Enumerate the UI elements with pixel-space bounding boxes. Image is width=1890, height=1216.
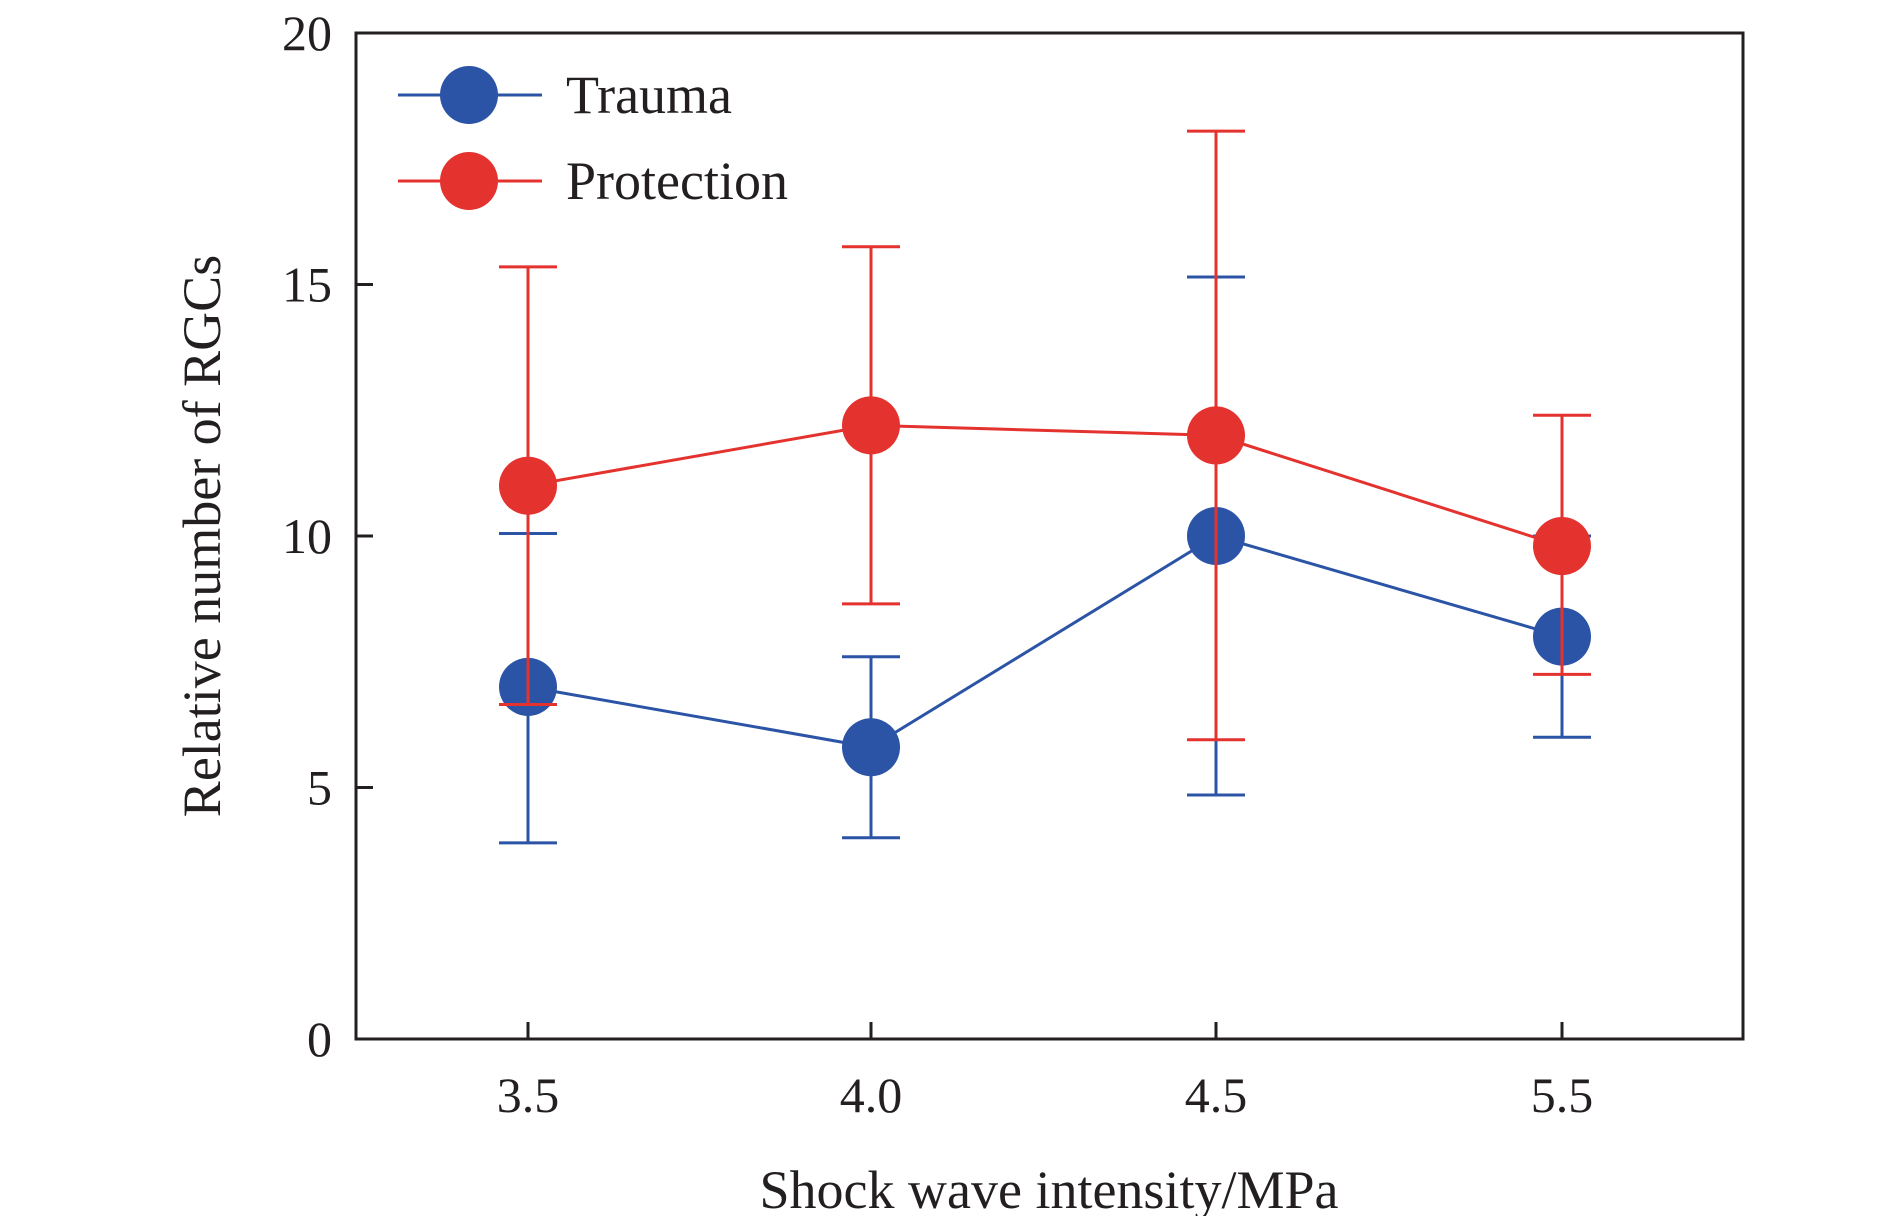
- legend-label-trauma: Trauma: [566, 65, 732, 125]
- data-point-trauma-1: [842, 718, 900, 777]
- series-trauma: [499, 275, 1591, 845]
- x-tick-label-0: 3.5: [497, 1067, 560, 1123]
- data-point-protection-3: [1533, 517, 1591, 576]
- data-point-protection-0: [499, 456, 557, 515]
- legend-item-protection: Protection: [398, 151, 788, 211]
- legend-label-protection: Protection: [566, 151, 788, 211]
- legend-marker-trauma: [440, 66, 498, 124]
- series-line-trauma: [527, 534, 1563, 749]
- x-axis: 3.5 4.0 4.5 5.5: [497, 1022, 1594, 1123]
- y-axis-title: Relative number of RGCs: [172, 255, 232, 817]
- series-line-protection: [527, 423, 1563, 548]
- x-tick-label-3: 5.5: [1531, 1067, 1594, 1123]
- series-layer: [499, 129, 1591, 845]
- legend: Trauma Protection: [398, 65, 788, 211]
- x-tick-label-2: 4.5: [1185, 1067, 1248, 1123]
- legend-item-trauma: Trauma: [398, 65, 732, 125]
- y-tick-label-2: 10: [282, 508, 332, 564]
- y-tick-label-1: 5: [307, 760, 332, 816]
- y-tick-label-0: 0: [307, 1011, 332, 1067]
- data-point-protection-1: [842, 396, 900, 455]
- x-axis-title: Shock wave intensity/MPa: [760, 1160, 1339, 1216]
- data-point-protection-2: [1187, 406, 1245, 465]
- legend-marker-protection: [440, 152, 498, 210]
- x-tick-label-1: 4.0: [840, 1067, 903, 1123]
- y-tick-label-4: 20: [282, 5, 332, 61]
- y-tick-label-3: 15: [282, 257, 332, 313]
- series-protection: [499, 129, 1591, 742]
- y-axis: 0 5 10 15 20: [282, 5, 373, 1067]
